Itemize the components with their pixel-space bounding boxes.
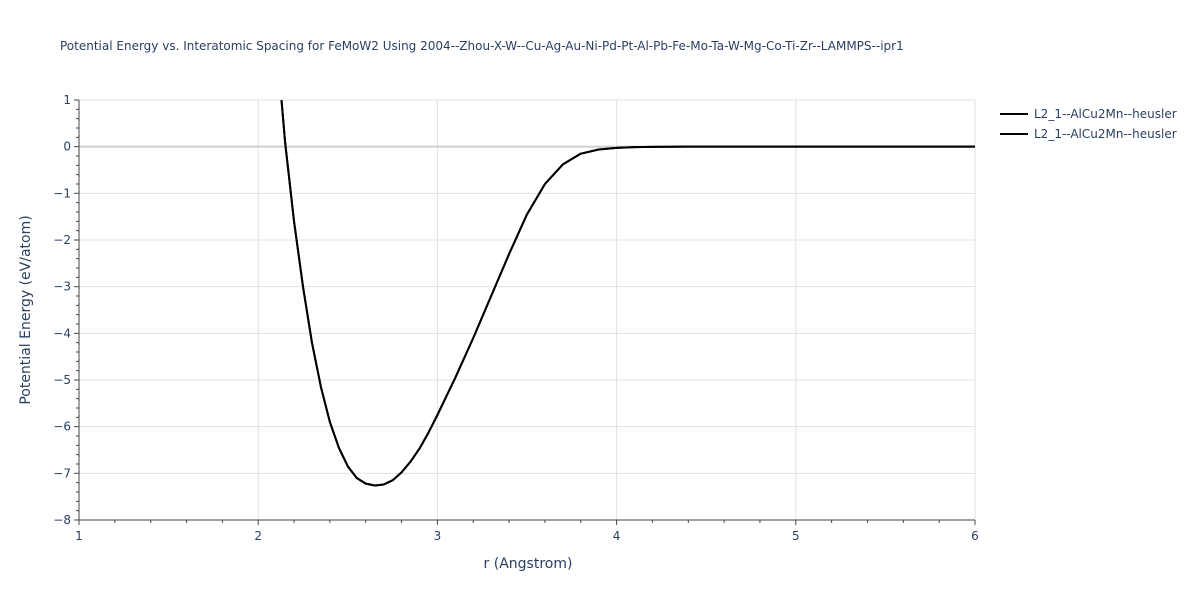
y-axis-title: Potential Energy (eV/atom) xyxy=(18,215,34,404)
legend[interactable]: L2_1--AlCu2Mn--heusler L2_1--AlCu2Mn--heu… xyxy=(1000,107,1177,141)
y-tick-label: −3 xyxy=(53,280,71,294)
y-tick-label: −4 xyxy=(53,326,71,340)
plot-area xyxy=(280,100,975,487)
series-line-2 xyxy=(280,100,975,487)
y-tick-label: −6 xyxy=(53,420,71,434)
y-tick-label: −7 xyxy=(53,466,71,480)
legend-item-label: L2_1--AlCu2Mn--heusler xyxy=(1034,107,1177,121)
x-tick-label: 6 xyxy=(971,529,979,543)
y-axis-ticks: 1 0 −1 −2 −3 −4 −5 −6 −7 −8 xyxy=(53,93,79,527)
y-tick-label: −2 xyxy=(53,233,71,247)
x-tick-label: 4 xyxy=(613,529,621,543)
axes xyxy=(78,100,975,521)
y-tick-label: 1 xyxy=(63,93,71,107)
y-tick-label: −1 xyxy=(53,186,71,200)
x-tick-label: 2 xyxy=(254,529,262,543)
y-tick-label: 0 xyxy=(63,140,71,154)
x-axis-title: r (Angstrom) xyxy=(484,556,573,572)
x-tick-label: 3 xyxy=(434,529,442,543)
x-tick-label: 1 xyxy=(75,529,83,543)
legend-item-label: L2_1--AlCu2Mn--heusler xyxy=(1034,127,1177,141)
y-tick-label: −8 xyxy=(53,513,71,527)
x-tick-label: 5 xyxy=(792,529,800,543)
chart-title: Potential Energy vs. Interatomic Spacing… xyxy=(60,39,904,53)
y-tick-label: −5 xyxy=(53,373,71,387)
x-axis-ticks: 1 2 3 4 5 6 xyxy=(75,520,979,543)
